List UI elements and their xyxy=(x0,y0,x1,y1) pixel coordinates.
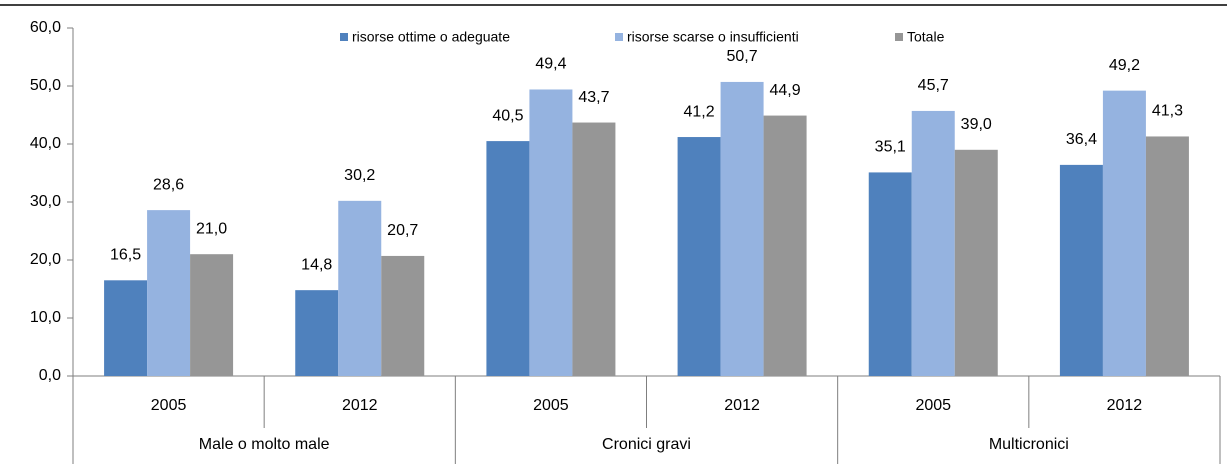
legend-label: Totale xyxy=(907,29,945,45)
bar xyxy=(763,115,807,376)
value-label: 39,0 xyxy=(961,116,992,133)
bar xyxy=(190,254,234,376)
x-tick-label: 2012 xyxy=(1107,397,1143,414)
value-label: 20,7 xyxy=(387,222,418,239)
y-tick-label: 50,0 xyxy=(30,77,61,94)
x-tick-label: 2005 xyxy=(533,397,569,414)
value-label: 49,4 xyxy=(535,56,566,73)
value-label: 44,9 xyxy=(770,82,801,99)
legend-label: risorse ottime o adeguate xyxy=(352,29,510,45)
bar xyxy=(529,89,573,376)
legend-swatch xyxy=(340,33,348,41)
value-label: 36,4 xyxy=(1066,131,1097,148)
legend-swatch xyxy=(615,33,623,41)
group-label: Multicronici xyxy=(989,436,1069,453)
x-tick-label: 2005 xyxy=(151,397,187,414)
value-label: 21,0 xyxy=(196,220,227,237)
bar xyxy=(572,122,616,376)
x-tick-label: 2012 xyxy=(342,397,378,414)
bar xyxy=(677,137,721,376)
value-label: 28,6 xyxy=(153,176,184,193)
bar xyxy=(338,200,382,376)
value-label: 41,2 xyxy=(684,103,715,120)
bar xyxy=(147,210,191,376)
bar xyxy=(911,110,955,376)
y-tick-label: 10,0 xyxy=(30,309,61,326)
y-tick-label: 60,0 xyxy=(30,19,61,36)
x-tick-label: 2005 xyxy=(915,397,951,414)
y-tick-label: 30,0 xyxy=(30,193,61,210)
y-tick-label: 20,0 xyxy=(30,251,61,268)
bar xyxy=(295,290,339,376)
value-label: 43,7 xyxy=(578,89,609,106)
bar xyxy=(954,149,998,376)
value-label: 30,2 xyxy=(344,167,375,184)
bar xyxy=(1102,90,1146,376)
x-tick-label: 2012 xyxy=(724,397,760,414)
group-label: Male o molto male xyxy=(199,436,330,453)
bar xyxy=(486,141,530,376)
bar xyxy=(868,172,912,376)
value-label: 35,1 xyxy=(875,139,906,156)
value-label: 16,5 xyxy=(110,247,141,264)
legend-swatch xyxy=(895,33,903,41)
bar xyxy=(1059,164,1103,376)
bar xyxy=(381,255,425,376)
value-label: 40,5 xyxy=(492,107,523,124)
y-tick-label: 40,0 xyxy=(30,135,61,152)
group-label: Cronici gravi xyxy=(602,436,691,453)
value-label: 41,3 xyxy=(1152,103,1183,120)
value-label: 14,8 xyxy=(301,256,332,273)
bar xyxy=(104,280,148,376)
bar xyxy=(720,81,764,376)
value-label: 50,7 xyxy=(727,48,758,65)
value-label: 45,7 xyxy=(918,77,949,94)
legend-label: risorse scarse o insufficienti xyxy=(627,29,799,45)
bar xyxy=(1145,136,1189,376)
value-label: 49,2 xyxy=(1109,57,1140,74)
y-tick-label: 0,0 xyxy=(39,367,61,384)
